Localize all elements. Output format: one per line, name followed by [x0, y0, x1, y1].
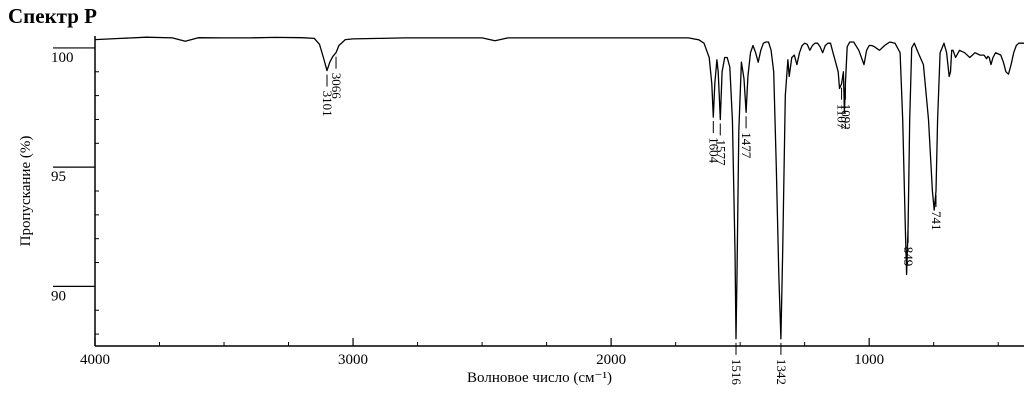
y-tick-label-95: 95	[51, 169, 66, 185]
x-tick-label-3000: 3000	[338, 352, 368, 368]
peak-label-1577: 1577	[713, 139, 728, 166]
x-axis-label: Волновое число (см⁻¹)	[467, 370, 612, 386]
peak-label-1342: 1342	[774, 359, 789, 385]
peak-label-1604: 1604	[706, 137, 721, 164]
x-tick-label-2000: 2000	[596, 352, 626, 368]
y-tick-label-90: 90	[51, 288, 66, 304]
spectrum-line-0	[94, 36, 1024, 340]
x-tick-label-4000: 4000	[80, 352, 110, 368]
peak-label-1092: 1092	[838, 104, 853, 130]
x-tick-label-1000: 1000	[854, 352, 884, 368]
peak-label-1477: 1477	[739, 132, 754, 159]
peak-label-1516: 1516	[729, 359, 744, 386]
peak-label-3066: 3066	[329, 73, 344, 100]
peak-label-3101: 3101	[320, 91, 335, 117]
chart-title: Спектр P	[8, 4, 98, 28]
peak-label-849: 849	[901, 247, 916, 267]
peak-label-741: 741	[929, 211, 944, 231]
y-axis-label: Пропускание (%)	[18, 136, 34, 247]
y-tick-label-100: 100	[51, 50, 74, 66]
peak-label-1107: 1107	[835, 104, 850, 130]
